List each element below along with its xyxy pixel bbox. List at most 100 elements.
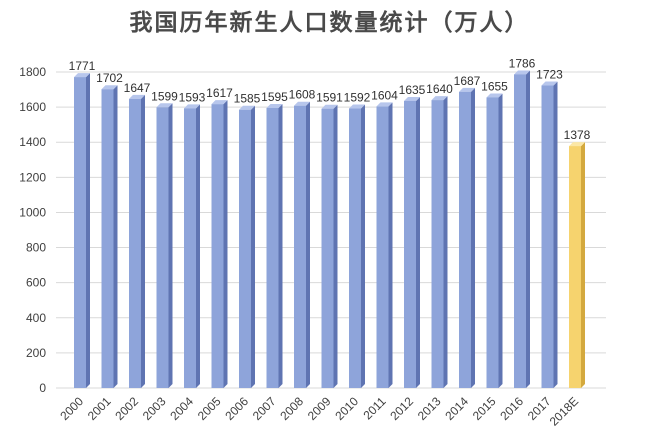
bar-side-2015: [498, 93, 503, 388]
data-label-2007: 1595: [261, 90, 288, 104]
x-tick-label-2001: 2001: [85, 394, 114, 423]
data-label-2011: 1604: [371, 88, 398, 102]
bar-side-2017: [553, 81, 558, 389]
bar-side-2014: [471, 87, 475, 389]
x-tick-label-2006: 2006: [222, 394, 251, 423]
bar-side-2011: [388, 102, 393, 389]
x-tick-label-2003: 2003: [140, 394, 169, 423]
data-label-2018E: 1378: [564, 128, 591, 142]
bar-side-2008: [306, 101, 310, 388]
bar-front-2014: [459, 91, 471, 389]
x-tick-label-2008: 2008: [277, 394, 306, 423]
x-tick-label-2005: 2005: [195, 394, 224, 423]
data-label-2003: 1599: [151, 89, 178, 103]
bar-top-2016: [514, 70, 530, 75]
bar-2018E: [569, 142, 585, 388]
bar-front-2006: [239, 109, 251, 388]
bar-front-2005: [211, 104, 224, 389]
bar-2001: [101, 85, 118, 389]
bar-side-2005: [223, 100, 228, 389]
bar-side-2006: [251, 105, 255, 388]
bar-2010: [349, 104, 365, 388]
bar-top-2007: [266, 103, 283, 108]
y-tick-label-1000: 1000: [19, 205, 46, 219]
bar-side-2004: [196, 104, 200, 388]
bar-side-2013: [443, 96, 448, 388]
bar-top-2018E: [569, 142, 585, 147]
bar-top-2013: [431, 96, 448, 101]
x-tick-label-2016: 2016: [497, 394, 526, 423]
x-tick-label-2018E: 2018E: [547, 394, 581, 428]
bar-top-2006: [239, 105, 255, 110]
bar-2011: [376, 102, 393, 389]
bar-side-2007: [278, 103, 283, 388]
x-tick-label-2004: 2004: [167, 394, 196, 423]
data-label-2005: 1617: [206, 86, 233, 100]
bar-front-2013: [431, 100, 444, 388]
y-tick-label-1600: 1600: [19, 100, 46, 114]
bar-top-2014: [459, 87, 475, 92]
bar-2012: [404, 96, 420, 388]
bar-side-2009: [333, 104, 338, 389]
y-tick-label-800: 800: [26, 241, 46, 255]
x-tick-label-2012: 2012: [387, 394, 416, 423]
bar-front-2000: [74, 77, 86, 388]
data-label-2004: 1593: [179, 90, 206, 104]
bar-side-2003: [168, 103, 173, 388]
y-axis-ticks: 0 200 400 600 800 1000 1200 1400 1600 1800: [19, 65, 46, 395]
bar-2007: [266, 103, 283, 388]
x-tick-label-2011: 2011: [360, 394, 388, 422]
data-label-2001: 1702: [96, 71, 123, 85]
y-tick-label-1400: 1400: [19, 135, 46, 149]
bar-front-2003: [156, 107, 169, 388]
y-tick-label-0: 0: [39, 381, 46, 395]
bar-2016: [514, 70, 530, 389]
data-label-2000: 1771: [69, 59, 96, 73]
bar-2006: [239, 105, 255, 388]
data-label-2010: 1592: [344, 91, 371, 105]
bar-side-2010: [361, 104, 365, 388]
data-label-2015: 1655: [481, 79, 508, 93]
bar-2009: [321, 104, 338, 389]
bar-front-2008: [294, 105, 306, 388]
bar-front-2010: [349, 108, 361, 388]
bar-front-2011: [376, 106, 389, 389]
bar-front-2007: [266, 107, 279, 388]
bar-front-2018E: [569, 146, 581, 388]
bar-2003: [156, 103, 173, 388]
x-tick-label-2007: 2007: [250, 394, 279, 423]
data-label-2002: 1647: [124, 81, 151, 95]
x-tick-label-2013: 2013: [415, 394, 444, 423]
y-tick-label-1800: 1800: [19, 65, 46, 79]
data-label-2017: 1723: [536, 68, 563, 82]
bar-side-2001: [113, 85, 118, 389]
bar-side-2012: [416, 96, 420, 388]
bar-top-2000: [74, 73, 90, 78]
y-tick-label-1200: 1200: [19, 170, 46, 184]
bar-front-2001: [101, 89, 114, 389]
x-tick-label-2014: 2014: [442, 394, 471, 423]
bar-front-2009: [321, 108, 334, 389]
bar-top-2012: [404, 96, 420, 101]
bar-top-2017: [541, 81, 558, 86]
x-tick-label-2010: 2010: [332, 394, 361, 423]
data-label-2013: 1640: [426, 82, 453, 96]
bar-front-2012: [404, 100, 416, 388]
x-axis-ticks: 2000200120022003200420052006200720082009…: [57, 394, 581, 429]
bar-front-2016: [514, 74, 526, 389]
bar-top-2002: [129, 94, 145, 99]
bar-front-2017: [541, 85, 554, 389]
bar-front-2002: [129, 98, 141, 389]
x-tick-label-2000: 2000: [57, 394, 86, 423]
bar-2017: [541, 81, 558, 389]
y-tick-label-200: 200: [26, 346, 46, 360]
bar-side-2016: [526, 70, 530, 389]
bar-top-2003: [156, 103, 173, 108]
data-label-2006: 1585: [234, 92, 261, 106]
x-tick-label-2002: 2002: [112, 394, 141, 423]
bar-side-2018E: [581, 142, 585, 388]
bar-top-2008: [294, 101, 310, 106]
bar-2000: [74, 73, 90, 388]
data-label-2016: 1786: [509, 56, 536, 70]
